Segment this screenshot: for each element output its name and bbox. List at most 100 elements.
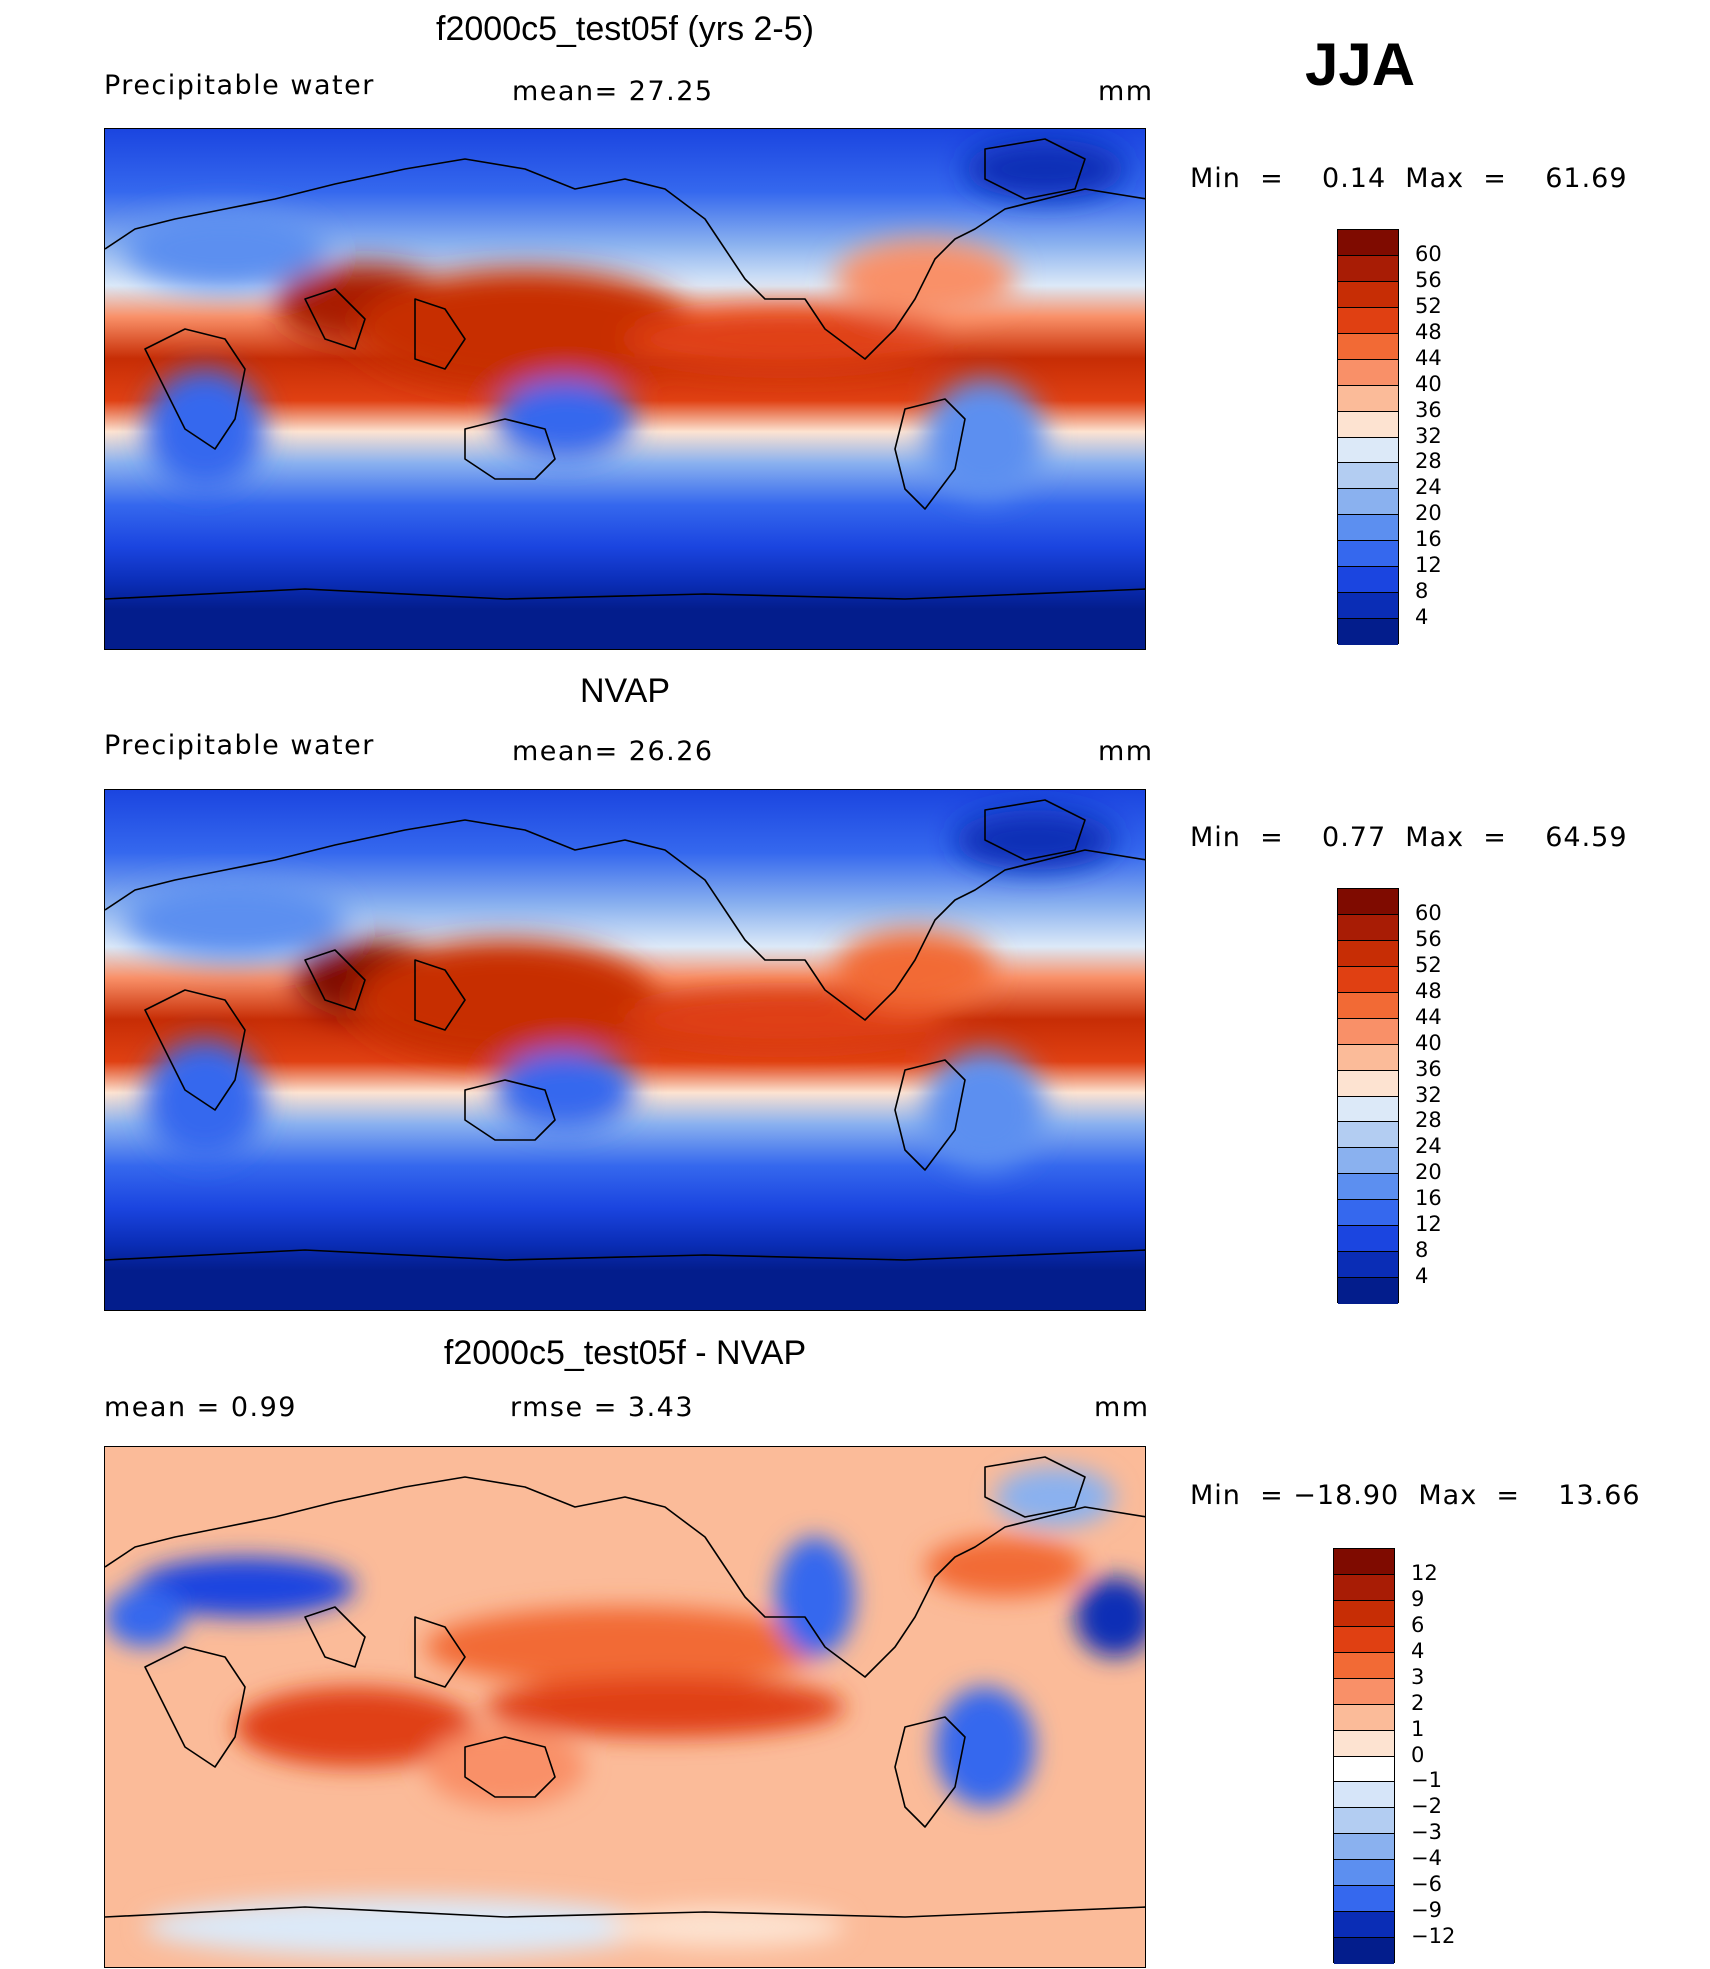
colorbar-level-label: 28 — [1415, 1108, 1442, 1133]
colorbar-level-label: −3 — [1411, 1820, 1442, 1845]
colorbar-level-label: −6 — [1411, 1872, 1442, 1897]
coastlines-obs — [105, 799, 1145, 1261]
colorbar-level-label: 20 — [1415, 1160, 1442, 1185]
units-label-model: mm — [1098, 76, 1154, 107]
colorbar-swatch — [1338, 230, 1398, 256]
colorbar-level-label: 4 — [1411, 1638, 1425, 1663]
colorbar-swatch — [1338, 489, 1398, 516]
coastlines-diff — [105, 1456, 1145, 1918]
colorbar-level-label: 24 — [1415, 1134, 1442, 1159]
colorbar-level-label: 12 — [1411, 1560, 1438, 1585]
colorbar-swatch — [1338, 619, 1398, 645]
colorbar-swatch — [1338, 567, 1398, 594]
colorbar-swatch — [1338, 411, 1398, 438]
colorbar-swatch — [1338, 333, 1398, 360]
colorbar-level-label: 48 — [1415, 978, 1442, 1003]
colorbar-level-label: 32 — [1415, 423, 1442, 448]
colorbar-swatch — [1338, 437, 1398, 464]
colorbar-swatch — [1338, 1278, 1398, 1304]
colorbar-level-label: −1 — [1411, 1768, 1442, 1793]
colorbar-swatch — [1338, 1252, 1398, 1279]
colorbar-level-label: 0 — [1411, 1742, 1425, 1767]
variable-label-obs: Precipitable water — [104, 730, 375, 761]
colorbar-level-label: 60 — [1415, 900, 1442, 925]
colorbar-level-label: 52 — [1415, 293, 1442, 318]
colorbar-obs — [1337, 888, 1399, 1304]
colorbar-swatch — [1334, 1704, 1394, 1731]
coastlines-model — [105, 138, 1145, 600]
colorbar-swatch — [1334, 1730, 1394, 1757]
units-label-diff: mm — [1094, 1392, 1150, 1423]
field-map-obs — [105, 790, 1145, 1310]
colorbar-level-label: 56 — [1415, 267, 1442, 292]
panel-title-obs: NVAP — [579, 672, 671, 710]
colorbar-swatch — [1338, 593, 1398, 620]
colorbar-swatch — [1338, 1044, 1398, 1071]
rmse-label-diff: rmse = 3.43 — [510, 1392, 695, 1423]
colorbar-level-label: 40 — [1415, 1030, 1442, 1055]
colorbar-swatch — [1334, 1860, 1394, 1887]
units-label-obs: mm — [1098, 736, 1154, 767]
colorbar-swatch — [1338, 463, 1398, 490]
colorbar-level-label: 3 — [1411, 1664, 1425, 1689]
colorbar-swatch — [1338, 1070, 1398, 1097]
colorbar-diff — [1333, 1548, 1395, 1964]
colorbar-swatch — [1338, 359, 1398, 386]
colorbar-swatch — [1338, 1174, 1398, 1201]
colorbar-level-label: 36 — [1415, 397, 1442, 422]
colorbar-level-label: 8 — [1415, 1238, 1429, 1263]
colorbar-swatch — [1334, 1886, 1394, 1913]
colorbar-level-label: 44 — [1415, 1004, 1442, 1029]
colorbar-level-label: 12 — [1415, 1212, 1442, 1237]
colorbar-swatch — [1334, 1834, 1394, 1861]
colorbar-level-label: −4 — [1411, 1846, 1442, 1871]
colorbar-level-label: 40 — [1415, 371, 1442, 396]
colorbar-swatch — [1338, 1122, 1398, 1149]
colorbar-level-label: 56 — [1415, 926, 1442, 951]
colorbar-swatch — [1338, 541, 1398, 568]
colorbar-swatch — [1334, 1600, 1394, 1627]
colorbar-swatch — [1334, 1574, 1394, 1601]
colorbar-swatch — [1338, 992, 1398, 1019]
colorbar-level-label: 20 — [1415, 501, 1442, 526]
colorbar-swatch — [1338, 1226, 1398, 1253]
colorbar-model — [1337, 229, 1399, 645]
colorbar-swatch — [1338, 889, 1398, 915]
colorbar-swatch — [1338, 914, 1398, 941]
colorbar-level-label: −9 — [1411, 1898, 1442, 1923]
colorbar-level-label: 8 — [1415, 579, 1429, 604]
colorbar-swatch — [1334, 1782, 1394, 1809]
colorbar-swatch — [1334, 1912, 1394, 1939]
colorbar-swatch — [1334, 1652, 1394, 1679]
colorbar-level-label: 1 — [1411, 1716, 1425, 1741]
minmax-label-diff: Min = −18.90 Max = 13.66 — [1190, 1480, 1641, 1511]
colorbar-level-label: −2 — [1411, 1794, 1442, 1819]
colorbar-level-label: 52 — [1415, 952, 1442, 977]
variable-label-model: Precipitable water — [104, 70, 375, 101]
colorbar-swatch — [1338, 1096, 1398, 1123]
field-map-diff — [105, 1447, 1145, 1967]
colorbar-level-label: 16 — [1415, 1186, 1442, 1211]
map-model — [104, 128, 1146, 650]
map-obs — [104, 789, 1146, 1311]
colorbar-swatch — [1338, 255, 1398, 282]
colorbar-level-label: 60 — [1415, 241, 1442, 266]
colorbar-swatch — [1338, 940, 1398, 967]
colorbar-swatch — [1338, 281, 1398, 308]
colorbar-level-label: 48 — [1415, 319, 1442, 344]
colorbar-swatch — [1338, 385, 1398, 412]
colorbar-level-label: 9 — [1411, 1586, 1425, 1611]
colorbar-swatch — [1334, 1808, 1394, 1835]
minmax-label-model: Min = 0.14 Max = 61.69 — [1190, 163, 1628, 194]
colorbar-level-label: 44 — [1415, 345, 1442, 370]
colorbar-swatch — [1338, 1200, 1398, 1227]
colorbar-level-label: 6 — [1411, 1612, 1425, 1637]
season-label: JJA — [1305, 31, 1416, 98]
colorbar-level-label: 24 — [1415, 475, 1442, 500]
colorbar-swatch — [1338, 966, 1398, 993]
colorbar-level-label: 32 — [1415, 1082, 1442, 1107]
panel-title-diff: f2000c5_test05f - NVAP — [443, 1334, 807, 1372]
colorbar-swatch — [1338, 307, 1398, 334]
colorbar-swatch — [1334, 1756, 1394, 1783]
colorbar-swatch — [1338, 515, 1398, 542]
